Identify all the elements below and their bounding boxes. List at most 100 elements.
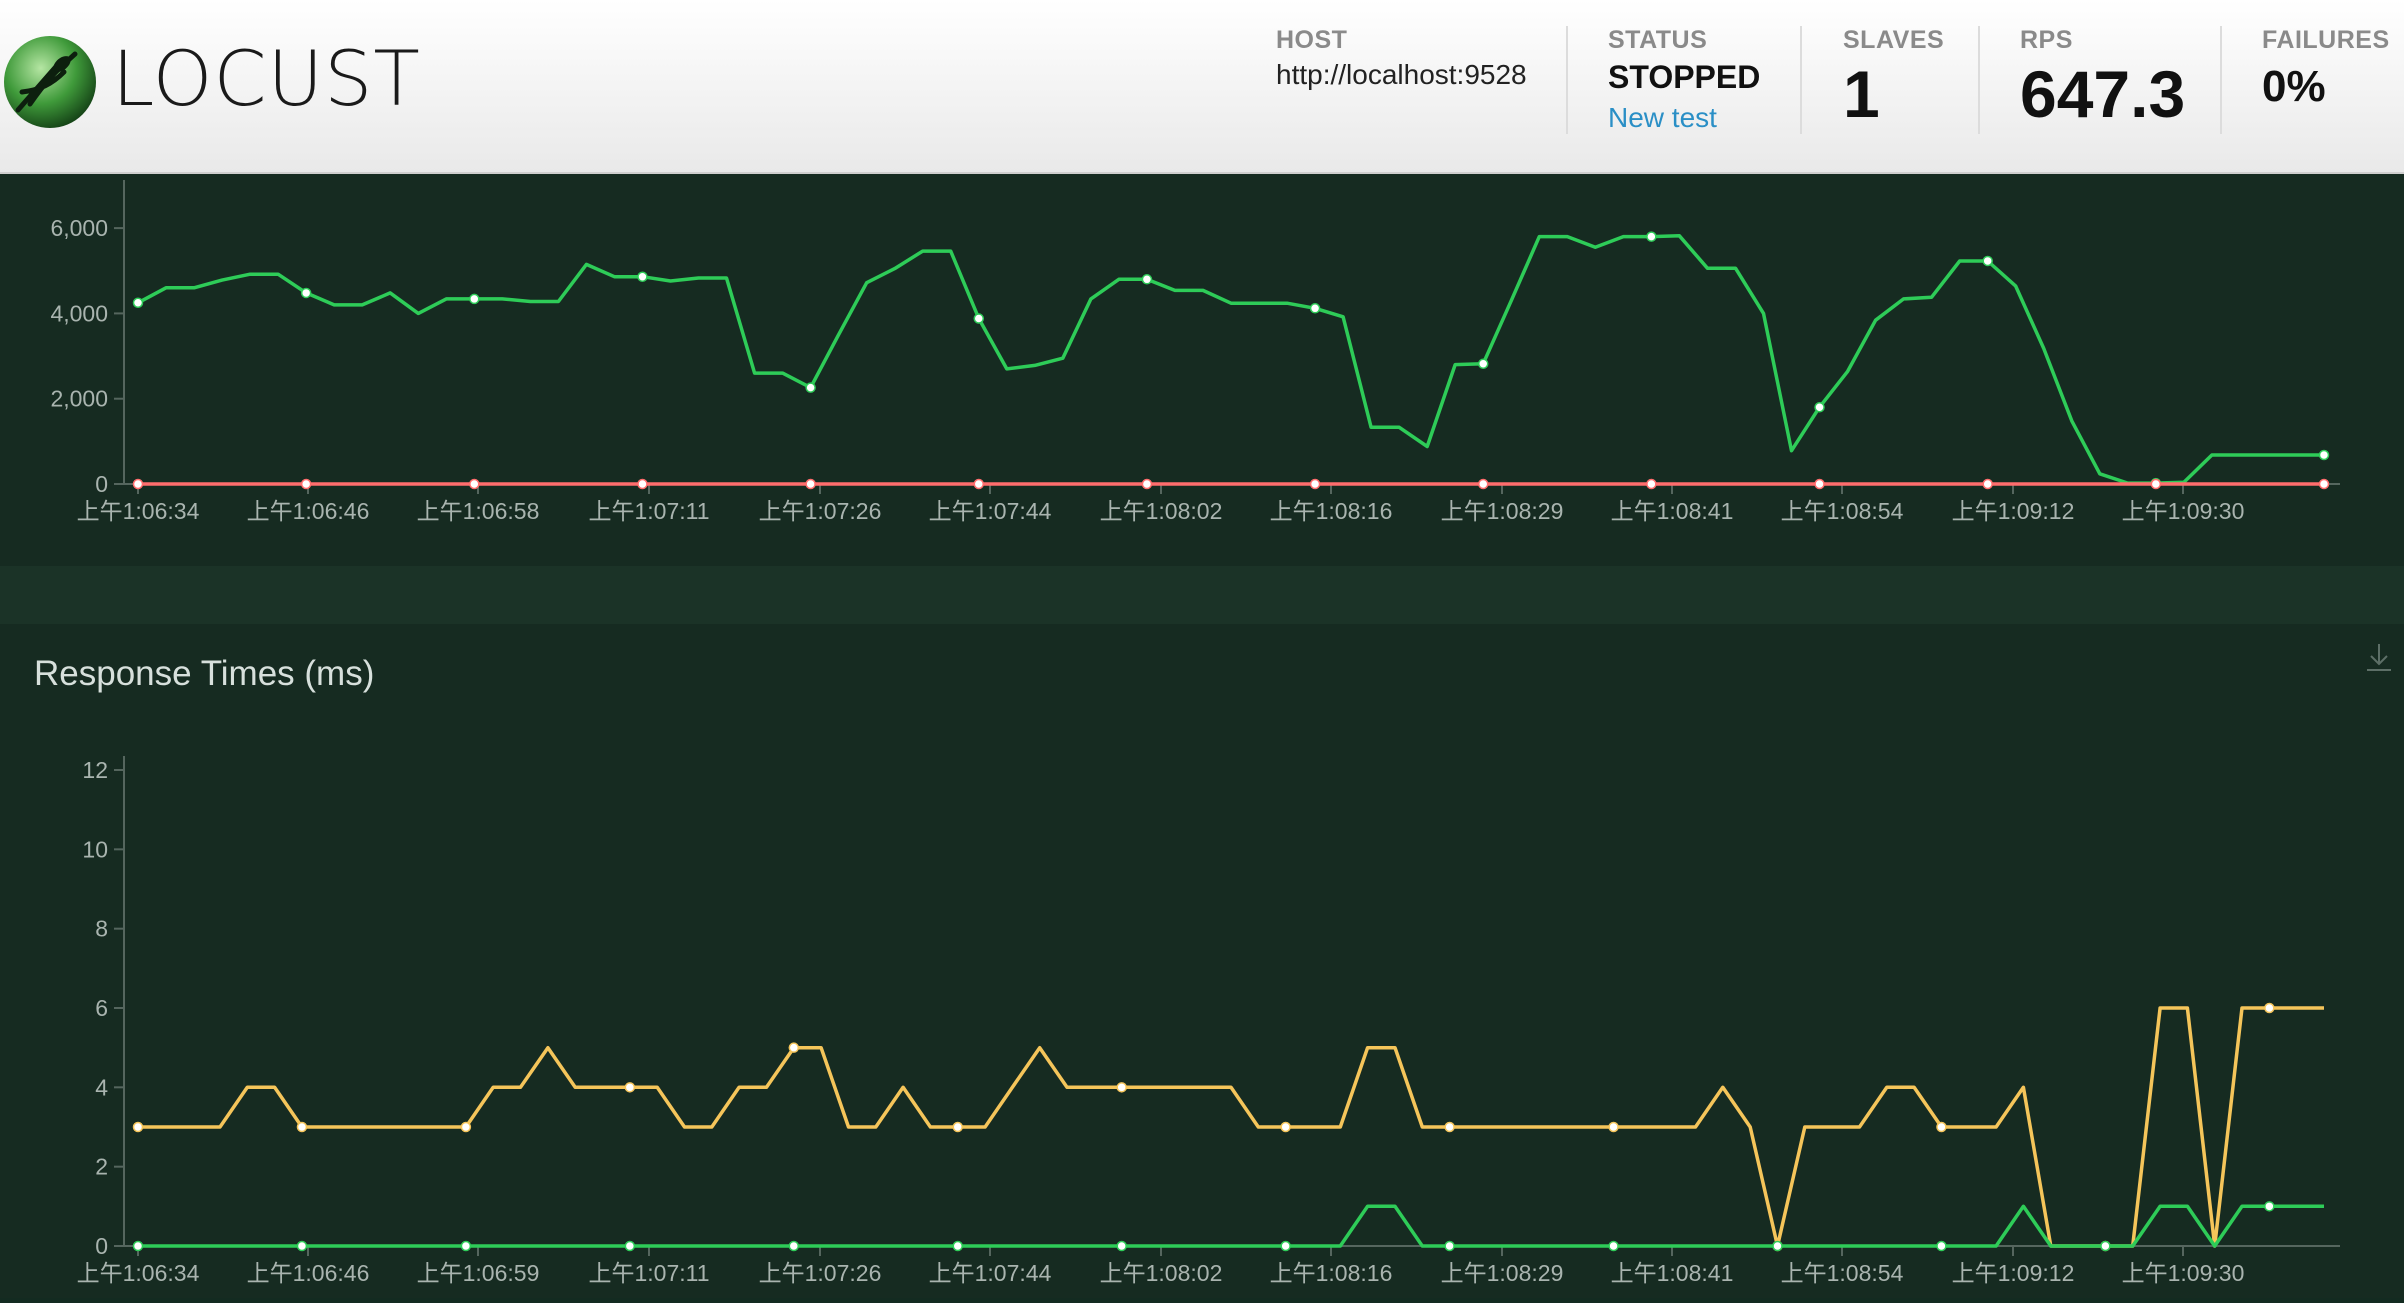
data-point [952, 1121, 963, 1133]
rps-chart: 0 2,000 4,000 6,000 上午1:06:34 上午1:06:46 上午1:06… [50, 180, 2340, 524]
data-point [624, 1082, 636, 1093]
data-point [1646, 231, 1657, 242]
data-point [1309, 478, 1321, 490]
chart-title: Response Times (ms) [34, 654, 375, 693]
data-point [2150, 478, 2162, 490]
x-tick-label: 上午1:09:12 [1952, 1260, 2075, 1286]
status-value: STOPPED [1608, 59, 1761, 95]
slaves-stat: SLAVES 1 [1843, 26, 1944, 127]
brand-name: LOCUST [112, 34, 421, 123]
y-tick-label: 0 [95, 471, 108, 497]
data-point [805, 478, 816, 490]
data-point [1814, 478, 1825, 490]
new-test-link[interactable]: New test [1608, 102, 1717, 133]
data-point [296, 1240, 308, 1252]
x-tick-label: 上午1:06:59 [417, 1260, 540, 1286]
data-point [1116, 1240, 1127, 1252]
data-point [1477, 478, 1489, 490]
slaves-label: SLAVES [1843, 26, 1945, 54]
rps-value: 647.3 [2020, 57, 2186, 131]
x-tick-label: 上午1:08:54 [1781, 1260, 1904, 1286]
series-line [137, 234, 2324, 485]
x-tick-label: 上午1:07:11 [588, 498, 709, 524]
x-tick-label: 上午1:06:46 [247, 498, 370, 524]
x-tick-label: 上午1:07:26 [759, 1260, 882, 1286]
data-point [952, 1240, 963, 1252]
data-point [132, 297, 144, 308]
divider [1800, 26, 1802, 134]
status-label: STATUS [1608, 26, 1708, 54]
x-tick-label: 上午1:08:16 [1270, 1260, 1393, 1286]
y-tick-label: 6 [95, 995, 108, 1021]
x-tick-label: 上午1:07:44 [929, 498, 1052, 524]
download-icon[interactable] [2364, 640, 2394, 676]
failures-stat: FAILURES 0% [2262, 26, 2390, 109]
top-bar: LOCUST HOST http://localhost:9528 STATUS… [0, 0, 2404, 174]
data-point [1141, 274, 1153, 285]
x-tick-label: 上午1:09:30 [2122, 498, 2245, 524]
rps-label: RPS [2020, 26, 2073, 54]
data-point [2318, 449, 2330, 461]
divider [1978, 26, 1980, 134]
y-tick-label: 12 [82, 757, 108, 783]
host-value: http://localhost:9528 [1276, 59, 1527, 90]
data-point [973, 313, 985, 324]
data-point [637, 478, 648, 490]
x-tick-label: 上午1:06:34 [77, 498, 200, 524]
data-point [1444, 1121, 1455, 1133]
data-point [624, 1240, 636, 1252]
data-point [2100, 1240, 2111, 1252]
data-point [1608, 1121, 1619, 1133]
x-tick-label: 上午1:08:02 [1100, 1260, 1223, 1286]
data-point [788, 1042, 800, 1053]
y-tick-label: 10 [82, 836, 108, 862]
x-tick-label: 上午1:06:58 [417, 498, 540, 524]
data-point [469, 293, 480, 305]
data-point [1608, 1240, 1619, 1252]
panel-gap [0, 566, 2404, 624]
x-tick-label: 上午1:06:46 [247, 1260, 370, 1286]
x-tick-label: 上午1:09:30 [2122, 1260, 2245, 1286]
series-line [138, 1006, 2324, 1248]
data-point [788, 1240, 800, 1252]
data-point [1309, 303, 1321, 314]
data-point [1982, 478, 1993, 490]
x-tick-label: 上午1:08:41 [1611, 498, 1734, 524]
y-tick-label: 2,000 [50, 386, 108, 412]
y-tick-label: 4 [95, 1074, 108, 1100]
x-tick-label: 上午1:08:29 [1441, 498, 1564, 524]
divider [1566, 26, 1568, 134]
x-tick-label: 上午1:08:54 [1781, 498, 1904, 524]
data-point [296, 1121, 308, 1133]
data-point [300, 478, 312, 490]
data-point [460, 1240, 472, 1252]
data-point [1141, 478, 1153, 490]
data-point [1444, 1240, 1455, 1252]
data-point [132, 1121, 144, 1133]
data-point [2264, 1002, 2275, 1014]
host-label: HOST [1276, 26, 1348, 54]
data-point [973, 478, 985, 490]
data-point [1116, 1082, 1127, 1093]
data-point [2318, 478, 2330, 490]
x-tick-label: 上午1:06:34 [77, 1260, 200, 1286]
data-point [460, 1121, 472, 1133]
data-point [805, 382, 816, 393]
failures-value: 0% [2262, 62, 2326, 111]
x-tick-label: 上午1:09:12 [1952, 498, 2075, 524]
response-times-panel: Response Times (ms) 0 2 4 6 8 10 12 上午1:06:34 上午… [0, 624, 2404, 1298]
locust-logo-icon [4, 36, 96, 128]
y-tick-label: 6,000 [50, 215, 108, 241]
x-tick-label: 上午1:08:41 [1611, 1260, 1734, 1286]
data-point [1936, 1121, 1947, 1133]
divider [2220, 26, 2222, 134]
slaves-value: 1 [1843, 57, 1880, 131]
failures-label: FAILURES [2262, 26, 2390, 54]
y-tick-label: 2 [95, 1154, 108, 1180]
data-point [132, 478, 144, 490]
x-tick-label: 上午1:08:29 [1441, 1260, 1564, 1286]
rps-stat: RPS 647.3 [2020, 26, 2185, 127]
data-point [1280, 1121, 1291, 1133]
data-point [1772, 1240, 1783, 1252]
y-tick-label: 4,000 [50, 300, 108, 326]
